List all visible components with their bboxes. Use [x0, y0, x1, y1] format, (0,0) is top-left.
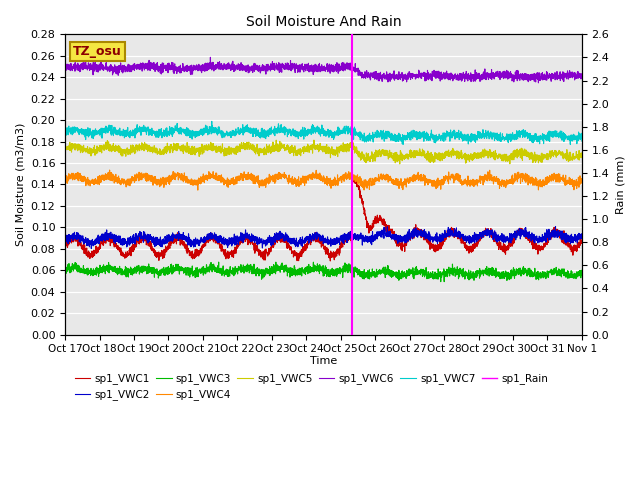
- sp1_VWC7: [566, 142, 574, 147]
- Legend: sp1_VWC1, sp1_VWC2, sp1_VWC3, sp1_VWC4, sp1_VWC5, sp1_VWC6, sp1_VWC7, sp1_Rain: sp1_VWC1, sp1_VWC2, sp1_VWC3, sp1_VWC4, …: [70, 369, 552, 405]
- sp1_VWC1: [568, 244, 576, 250]
- sp1_VWC4: [260, 180, 268, 186]
- sp1_VWC6: [207, 54, 214, 60]
- sp1_VWC2: [568, 236, 576, 242]
- sp1_VWC7: [513, 137, 520, 143]
- sp1_VWC2: [552, 224, 559, 229]
- sp1_VWC4: [513, 173, 520, 179]
- sp1_VWC4: [120, 179, 128, 184]
- X-axis label: Time: Time: [310, 356, 337, 366]
- sp1_VWC7: [578, 138, 586, 144]
- sp1_VWC5: [282, 146, 289, 152]
- sp1_VWC4: [282, 172, 290, 178]
- sp1_VWC6: [578, 71, 586, 77]
- sp1_VWC7: [151, 132, 159, 137]
- sp1_VWC2: [88, 246, 95, 252]
- sp1_VWC6: [534, 80, 542, 86]
- sp1_VWC5: [120, 150, 128, 156]
- sp1_VWC2: [61, 240, 69, 246]
- sp1_VWC5: [568, 156, 576, 162]
- sp1_VWC5: [513, 150, 520, 156]
- Line: sp1_VWC4: sp1_VWC4: [65, 170, 582, 190]
- sp1_VWC3: [120, 270, 128, 276]
- Line: sp1_VWC6: sp1_VWC6: [65, 57, 582, 83]
- sp1_VWC7: [208, 119, 216, 124]
- Y-axis label: Rain (mm): Rain (mm): [615, 155, 625, 214]
- sp1_VWC5: [578, 153, 586, 159]
- Line: sp1_VWC2: sp1_VWC2: [65, 227, 582, 249]
- sp1_VWC6: [513, 72, 520, 78]
- sp1_VWC3: [568, 273, 576, 279]
- sp1_VWC4: [106, 167, 113, 173]
- sp1_VWC5: [61, 144, 69, 149]
- sp1_VWC2: [282, 238, 290, 243]
- sp1_VWC3: [578, 269, 586, 275]
- sp1_VWC1: [578, 238, 586, 243]
- sp1_VWC3: [151, 269, 159, 275]
- Line: sp1_VWC7: sp1_VWC7: [65, 121, 582, 144]
- sp1_VWC4: [61, 175, 69, 180]
- Title: Soil Moisture And Rain: Soil Moisture And Rain: [246, 15, 401, 29]
- sp1_VWC3: [282, 263, 290, 269]
- sp1_VWC4: [568, 179, 576, 184]
- sp1_VWC2: [120, 237, 128, 242]
- sp1_VWC2: [151, 244, 159, 250]
- sp1_VWC7: [568, 136, 576, 142]
- sp1_VWC6: [151, 64, 159, 70]
- sp1_VWC1: [151, 252, 159, 258]
- sp1_VWC4: [151, 174, 159, 180]
- sp1_VWC1: [282, 239, 289, 244]
- sp1_VWC1: [259, 254, 267, 260]
- sp1_VWC3: [260, 268, 268, 274]
- Line: sp1_VWC3: sp1_VWC3: [65, 262, 582, 282]
- Y-axis label: Soil Moisture (m3/m3): Soil Moisture (m3/m3): [15, 123, 25, 246]
- sp1_VWC4: [578, 180, 586, 185]
- sp1_VWC5: [151, 147, 159, 153]
- sp1_VWC2: [260, 237, 268, 243]
- sp1_VWC1: [326, 258, 334, 264]
- sp1_VWC7: [282, 126, 290, 132]
- sp1_VWC1: [61, 243, 69, 249]
- sp1_VWC6: [120, 64, 128, 70]
- sp1_VWC2: [578, 236, 586, 241]
- sp1_VWC6: [282, 65, 290, 71]
- sp1_VWC3: [513, 266, 520, 272]
- Text: TZ_osu: TZ_osu: [73, 45, 122, 59]
- sp1_VWC7: [61, 128, 69, 134]
- sp1_VWC6: [568, 73, 576, 79]
- sp1_VWC1: [349, 174, 357, 180]
- sp1_VWC6: [260, 63, 268, 69]
- sp1_VWC1: [120, 252, 128, 257]
- sp1_VWC4: [194, 187, 202, 193]
- sp1_VWC6: [61, 65, 69, 71]
- sp1_VWC5: [259, 147, 267, 153]
- sp1_VWC5: [396, 161, 404, 167]
- sp1_VWC2: [513, 230, 520, 236]
- Line: sp1_VWC5: sp1_VWC5: [65, 140, 582, 164]
- sp1_VWC1: [513, 229, 520, 235]
- sp1_VWC5: [310, 137, 318, 143]
- sp1_VWC7: [120, 129, 128, 134]
- sp1_VWC3: [215, 259, 223, 265]
- sp1_VWC7: [260, 133, 268, 139]
- Line: sp1_VWC1: sp1_VWC1: [65, 177, 582, 261]
- sp1_VWC3: [440, 279, 448, 285]
- sp1_VWC3: [61, 270, 69, 276]
